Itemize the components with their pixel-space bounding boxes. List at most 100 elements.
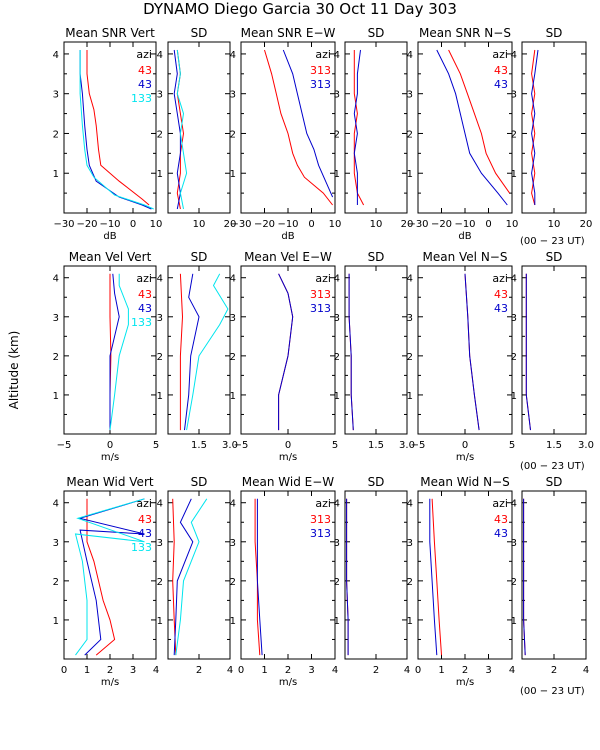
panel-title: Mean Wid N−S [420, 475, 510, 489]
panel-frame [521, 265, 587, 435]
legend-entry-blue: 43 [138, 302, 152, 315]
y-tick-label: 1 [334, 391, 340, 402]
x-tick-label: 20 [401, 219, 414, 230]
panel-title: Mean Vel Vert [69, 250, 152, 264]
y-tick-label: 1 [511, 169, 517, 180]
x-tick-label: 20 [224, 219, 237, 230]
panel-r0c3: SD 1 2 3 4 10 20 [334, 26, 414, 230]
panel-title: Mean Vel E−W [244, 250, 332, 264]
y-tick-label: 2 [53, 577, 59, 588]
series-line-133-cyan [175, 498, 208, 656]
x-tick-label: 0 [285, 440, 291, 451]
legend-entry-blue: 43 [138, 527, 152, 540]
x-axis-label: m/s [456, 452, 474, 463]
y-tick-label: 4 [511, 50, 517, 61]
series-line-43-red [525, 273, 531, 431]
x-tick-label: −10 [454, 219, 475, 230]
time-note-row-3: (00 − 23 UT) [520, 686, 585, 697]
y-tick-label: 1 [230, 169, 236, 180]
x-axis-label: m/s [279, 452, 297, 463]
series-line-43-blue [78, 498, 145, 656]
y-tick-label: 4 [53, 499, 59, 510]
x-tick-label: 2 [285, 665, 291, 676]
x-tick-label: −5 [234, 440, 249, 451]
x-axis-label: m/s [279, 677, 297, 688]
x-tick-label: 2 [107, 665, 113, 676]
y-tick-label: 2 [407, 352, 413, 363]
series-line-43-blue [173, 498, 194, 656]
y-tick-label: 3 [157, 90, 163, 101]
x-tick-label: 1.5 [546, 440, 562, 451]
x-tick-label: 1.5 [368, 440, 384, 451]
panel-r1c5: SD 1 2 3 4 1.5 3.0 [511, 250, 594, 451]
x-tick-label: −10 [277, 219, 298, 230]
x-tick-label: 5 [509, 440, 515, 451]
y-tick-label: 1 [407, 616, 413, 627]
y-tick-label: 2 [230, 352, 236, 363]
panel-title: Mean SNR Vert [65, 26, 155, 40]
x-axis-label: m/s [101, 677, 119, 688]
y-tick-label: 4 [407, 274, 413, 285]
legend-entry-red: 43 [138, 513, 152, 526]
x-tick-label: 10 [193, 219, 206, 230]
y-tick-label: 2 [230, 577, 236, 588]
y-tick-label: 4 [334, 50, 340, 61]
series-line-133-cyan [79, 50, 154, 210]
series-line-43-blue [523, 498, 526, 656]
series-line-43-blue [531, 49, 539, 205]
y-tick-label: 4 [53, 50, 59, 61]
series-line-43-blue [173, 49, 181, 210]
y-tick-label: 1 [511, 616, 517, 627]
legend-entry-red: 313 [310, 64, 331, 77]
series-line-133-cyan [186, 273, 229, 431]
x-tick-label: 3 [485, 665, 491, 676]
x-tick-label: 3 [130, 665, 136, 676]
panel-r2c3: SD 1 2 3 4 2 4 [334, 475, 411, 676]
x-tick-label: 4 [404, 665, 410, 676]
panel-frame [344, 265, 408, 435]
y-tick-label: 4 [511, 499, 517, 510]
series-line-43-blue [184, 273, 200, 431]
x-tick-label: 1 [84, 665, 90, 676]
y-tick-label: 1 [334, 169, 340, 180]
legend-title: azi [136, 48, 152, 61]
series-line-43-blue [525, 273, 531, 431]
x-tick-label: 10 [150, 219, 163, 230]
panel-r1c1: SD 1 2 3 4 1.5 3.0 [157, 250, 238, 451]
y-tick-label: 2 [157, 577, 163, 588]
panel-frame [344, 490, 408, 660]
y-tick-label: 2 [53, 129, 59, 140]
x-tick-label: 10 [548, 219, 561, 230]
x-axis-label: dB [103, 231, 116, 242]
y-tick-label: 1 [157, 391, 163, 402]
panel-title: SD [191, 475, 208, 489]
y-tick-label: 2 [511, 577, 517, 588]
series-line-43-red [448, 49, 511, 194]
panel-title: Mean SNR N−S [419, 26, 511, 40]
series-line-43-red [179, 273, 184, 431]
panel-frame [167, 490, 231, 660]
y-tick-label: 2 [334, 352, 340, 363]
legend-title: azi [315, 48, 331, 61]
series-line-43-red [86, 50, 150, 206]
panel-title: SD [368, 250, 385, 264]
x-tick-label: 2 [462, 665, 468, 676]
y-tick-label: 2 [407, 577, 413, 588]
panel-title: Mean Vel N−S [423, 250, 508, 264]
series-line-133-cyan [74, 498, 145, 656]
y-tick-label: 1 [157, 169, 163, 180]
series-line-313-blue [278, 273, 294, 431]
x-tick-label: 10 [329, 219, 342, 230]
legend-title: azi [492, 272, 508, 285]
y-tick-label: 2 [53, 352, 59, 363]
x-tick-label: −30 [53, 219, 74, 230]
series-line-43-red [86, 498, 116, 656]
legend-entry-blue: 313 [310, 78, 331, 91]
y-tick-label: 4 [230, 499, 236, 510]
y-tick-label: 1 [53, 391, 59, 402]
legend-entry-red: 43 [138, 288, 152, 301]
